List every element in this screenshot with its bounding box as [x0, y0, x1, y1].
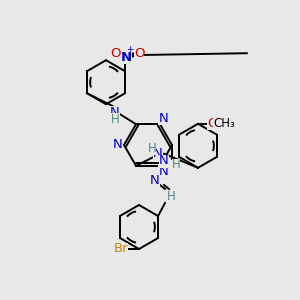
Text: N: N — [150, 173, 160, 187]
Text: N: N — [153, 147, 163, 160]
Text: N: N — [110, 106, 120, 119]
Text: H: H — [111, 113, 119, 126]
Text: O: O — [207, 117, 217, 130]
Text: H: H — [172, 158, 180, 172]
Text: N: N — [159, 154, 169, 167]
Text: Br: Br — [114, 242, 128, 256]
Text: N: N — [112, 139, 122, 152]
Text: CH₃: CH₃ — [213, 117, 235, 130]
Text: +: + — [126, 45, 134, 54]
Text: O: O — [110, 47, 120, 60]
Text: N: N — [121, 51, 132, 64]
Text: N: N — [158, 112, 168, 125]
Text: H: H — [167, 190, 176, 203]
Text: O: O — [134, 47, 144, 60]
Text: N: N — [158, 165, 168, 178]
Text: H: H — [148, 142, 156, 155]
